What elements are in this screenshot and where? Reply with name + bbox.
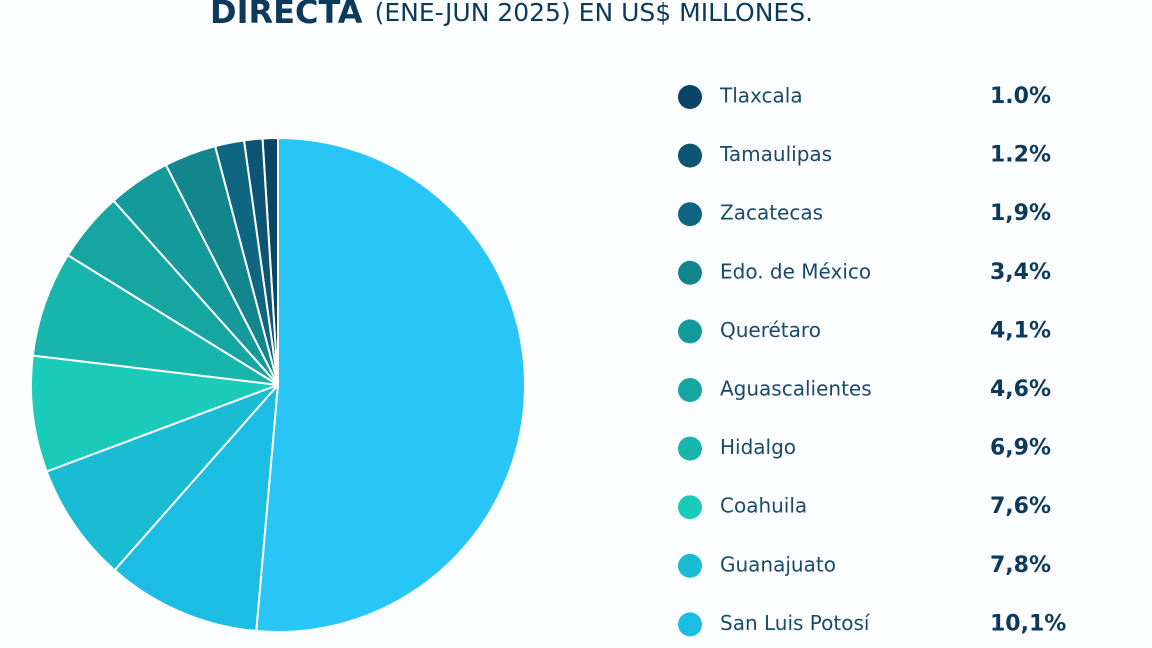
value-label: 3,4% <box>990 260 1051 285</box>
title-main: DIRECTA <box>210 0 363 31</box>
legend-swatch <box>678 143 702 168</box>
value-label: 4,6% <box>990 377 1051 402</box>
value-label: 7,8% <box>990 553 1051 578</box>
legend-label: Querétaro <box>720 318 821 342</box>
value-label: 1.0% <box>990 84 1051 109</box>
value-label: 7,6% <box>990 494 1051 519</box>
value-label: 1.2% <box>990 143 1051 168</box>
legend-swatch <box>678 612 702 637</box>
legend-label: San Luis Potosí <box>720 611 871 635</box>
legend-swatch <box>678 553 702 578</box>
legend-swatch <box>678 319 702 344</box>
pie-slice <box>30 354 279 473</box>
legend-label: Coahuila <box>720 494 807 518</box>
legend-swatch <box>678 85 702 109</box>
value-label: 4,1% <box>990 318 1051 343</box>
value-label: 10,1% <box>990 611 1066 636</box>
legend-swatch <box>678 436 702 461</box>
legend-label: Zacatecas <box>720 201 823 225</box>
pie-slice <box>45 384 279 572</box>
legend-label: Aguascalientes <box>720 377 872 401</box>
pie-slice <box>113 382 280 633</box>
chart-title: DIRECTA (ENE-JUN 2025) EN US$ MILLONES. <box>210 0 813 31</box>
legend-label: Edo. de México <box>720 259 871 283</box>
title-sub: (ENE-JUN 2025) EN US$ MILLONES. <box>375 0 813 27</box>
legend-swatch <box>678 202 702 227</box>
value-label: 1,9% <box>990 201 1051 226</box>
legend-label: Hidalgo <box>720 435 796 459</box>
legend-label: Tamaulipas <box>719 142 832 166</box>
pie-slice <box>31 253 279 386</box>
legend-label: Guanajuato <box>720 552 836 576</box>
pie-slice <box>255 136 526 633</box>
legend-swatch <box>678 260 702 285</box>
legend-swatch <box>678 378 702 402</box>
legend-swatch <box>678 495 702 520</box>
value-label: 6,9% <box>990 436 1051 461</box>
legend-label: Tlaxcala <box>719 84 803 108</box>
